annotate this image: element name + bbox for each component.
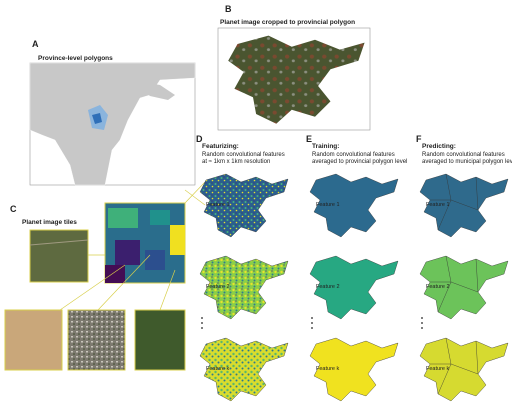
panel-title: Predicting: <box>422 143 456 150</box>
panel-letter: C <box>10 204 17 214</box>
panel-title: Training: <box>312 143 339 150</box>
municipal-borders <box>430 173 479 231</box>
panel-subtitle: at ≈ 1km x 1km resolution <box>202 159 270 165</box>
selected-polygon <box>92 113 102 124</box>
tile-image <box>29 229 89 283</box>
tile-image <box>134 309 186 371</box>
feature-label: Feature k <box>316 366 339 372</box>
panel-letter: E <box>306 134 312 144</box>
dot <box>421 327 423 329</box>
panel-subtitle: Random convolutional features <box>202 152 285 158</box>
panel-title: Featurizing: <box>202 143 239 150</box>
tile-image <box>67 309 126 371</box>
municipal-borders <box>430 337 479 395</box>
panel-letter: A <box>32 39 39 49</box>
dot <box>201 317 203 319</box>
feature-map <box>419 173 509 238</box>
panel-subtitle: Random convolutional features <box>312 152 395 158</box>
ellipsis <box>421 317 423 329</box>
dot <box>201 327 203 329</box>
dot <box>421 317 423 319</box>
feature-label: Feature k <box>426 366 449 372</box>
panel-subtitle: averaged to provincial polygon level <box>312 159 407 165</box>
feature-label: Feature 1 <box>206 202 230 208</box>
dot <box>201 322 203 324</box>
panel-title: Province-level polygons <box>38 55 113 62</box>
ellipsis <box>201 317 203 329</box>
panel-subtitle: averaged to municipal polygon level <box>422 159 512 165</box>
feature-heatmap <box>104 202 186 284</box>
feature-label: Feature k <box>206 366 229 372</box>
land <box>29 62 196 186</box>
dot <box>311 322 313 324</box>
panel-title: Planet image cropped to provincial polyg… <box>220 19 355 26</box>
municipal-borders <box>430 255 479 313</box>
feature-map <box>419 337 509 402</box>
feature-label: Feature 2 <box>426 284 450 290</box>
panel-subtitle: Random convolutional features <box>422 152 505 158</box>
panel-letter: F <box>416 134 422 144</box>
panel-letter: D <box>196 134 203 144</box>
tile-image <box>4 309 63 371</box>
land <box>130 80 175 100</box>
ellipsis <box>311 317 313 329</box>
dot <box>311 327 313 329</box>
panel-title: Planet image tiles <box>22 219 77 226</box>
feature-label: Feature 1 <box>316 202 340 208</box>
feature-label: Feature 2 <box>316 284 340 290</box>
panel-letter: B <box>225 4 232 14</box>
feature-map <box>419 255 509 320</box>
feature-label: Feature 2 <box>206 284 230 290</box>
dot <box>311 317 313 319</box>
feature-label: Feature 1 <box>426 202 450 208</box>
dot <box>421 322 423 324</box>
